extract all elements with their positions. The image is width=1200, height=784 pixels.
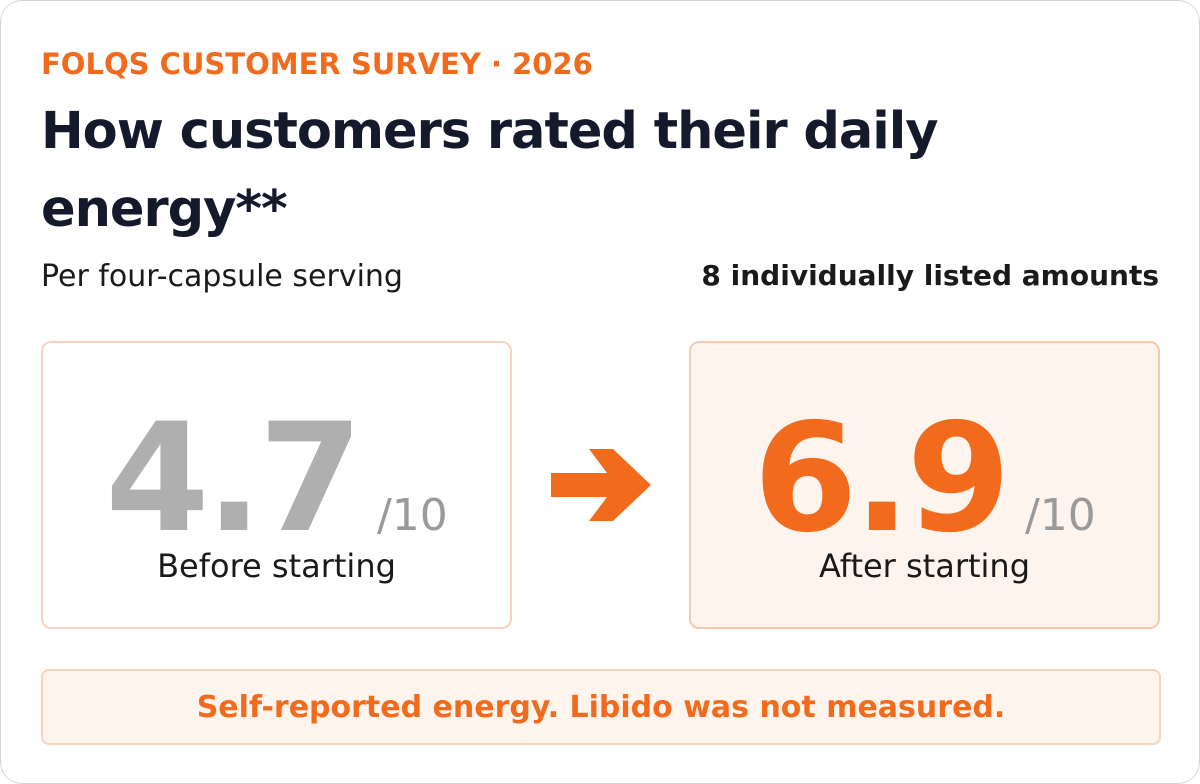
after-label: After starting bbox=[818, 547, 1031, 585]
after-out-of: /10 bbox=[1024, 490, 1096, 541]
before-score: 4.7 bbox=[105, 392, 363, 566]
page-title: How customers rated their daily energy** bbox=[41, 102, 939, 239]
arrow-right-icon bbox=[551, 449, 651, 521]
disclaimer-note: Self-reported energy. Libido was not mea… bbox=[41, 669, 1161, 745]
after-score: 6.9 bbox=[753, 392, 1011, 566]
after-panel: 6.9 /10 After starting bbox=[689, 341, 1160, 629]
before-out-of: /10 bbox=[376, 490, 448, 541]
serving-subtitle: Per four-capsule serving bbox=[41, 259, 403, 294]
survey-eyebrow: FOLQS CUSTOMER SURVEY · 2026 bbox=[41, 47, 593, 81]
before-score-row: 4.7 /10 bbox=[43, 389, 510, 569]
amounts-count: 8 individually listed amounts bbox=[701, 259, 1159, 292]
before-panel: 4.7 /10 Before starting bbox=[41, 341, 512, 629]
before-label: Before starting bbox=[157, 547, 396, 585]
after-score-row: 6.9 /10 bbox=[691, 389, 1158, 569]
